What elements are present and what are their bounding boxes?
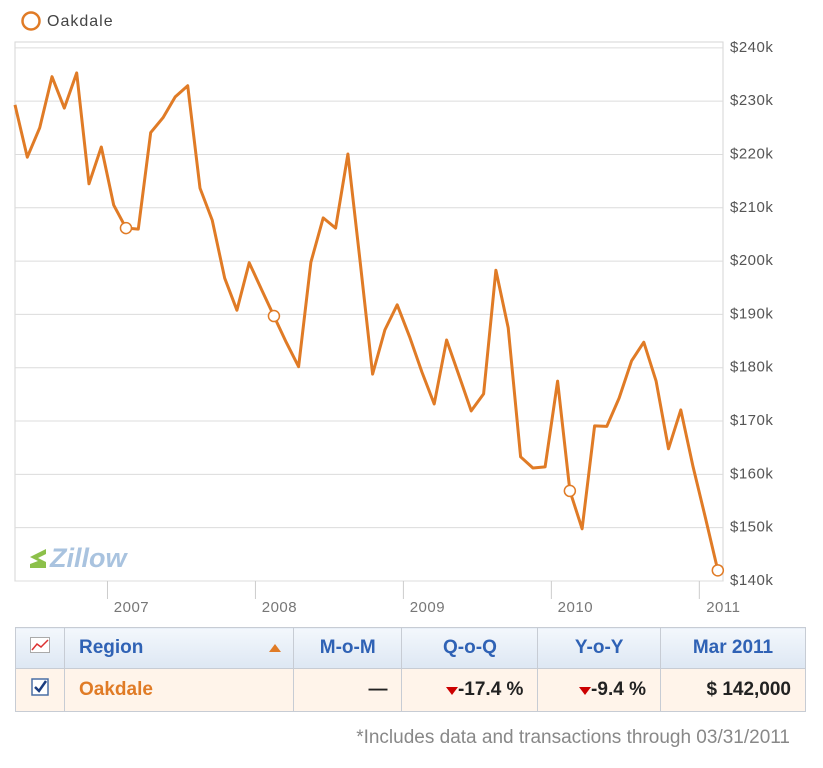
logo-text: Zillow — [49, 543, 128, 573]
header-cell[interactable]: Q-o-Q — [401, 627, 539, 669]
chart-icon — [30, 637, 50, 653]
checkbox-cell[interactable] — [15, 668, 65, 712]
y-tick-label: $240k — [730, 39, 773, 56]
y-tick-label: $160k — [730, 465, 773, 482]
header-row: Region M-o-M Q-o-Q Y-o-Y Mar 2011 — [15, 627, 807, 669]
yoy-text: -9.4 % — [591, 679, 646, 700]
point-marker — [711, 564, 725, 577]
mom-cell: — — [292, 668, 403, 712]
logo: Zillow — [30, 543, 128, 573]
x-tick-label: 2010 — [558, 599, 593, 616]
yoy-cell: -9.4 % — [537, 668, 661, 712]
y-tick-label: $210k — [730, 199, 773, 216]
y-tick-label: $170k — [730, 412, 773, 429]
chart-icon-cell — [15, 627, 65, 669]
qoq-cell: -17.4 % — [401, 668, 539, 712]
y-tick-label: $150k — [730, 519, 773, 536]
qoq-text: -17.4 % — [457, 679, 524, 700]
footnote: *Includes data and transactions through … — [356, 727, 790, 748]
header-cell[interactable]: Y-o-Y — [537, 627, 661, 669]
y-tick-label: $180k — [730, 359, 773, 376]
x-tick-label: 2009 — [410, 599, 445, 616]
y-tick-label: $200k — [730, 252, 773, 269]
down-arrow — [445, 687, 458, 695]
header-cell[interactable]: M-o-M — [292, 627, 403, 669]
sort-arrow — [269, 644, 281, 652]
x-tick-label: 2011 — [706, 599, 740, 616]
header-text: Region — [79, 637, 144, 658]
x-tick-label: 2008 — [262, 599, 297, 616]
x-tick-label: 2007 — [114, 599, 149, 616]
chart: Oakdale Zillow $140k $150k $160k $170k $180k… — [13, 11, 773, 616]
point-marker — [119, 221, 133, 235]
value-cell: $ 142,000 — [659, 668, 807, 712]
checkbox[interactable] — [31, 678, 49, 696]
y-tick-label: $140k — [730, 572, 773, 589]
legend-label: Oakdale — [47, 13, 114, 30]
point-marker — [563, 484, 577, 498]
y-tick-label: $190k — [730, 305, 773, 322]
data-row: Oakdale — -17.4 % -9.4 % $ 142,000 — [15, 668, 807, 712]
header-cell[interactable]: Region — [64, 627, 294, 669]
y-tick-label: $230k — [730, 92, 773, 109]
region-name[interactable]: Oakdale — [64, 668, 294, 712]
header-cell[interactable]: Mar 2011 — [659, 627, 807, 669]
point-marker — [267, 309, 281, 323]
logo-icon — [30, 549, 46, 568]
legend-marker — [21, 11, 41, 31]
down-arrow — [579, 687, 592, 695]
y-tick-label: $220k — [730, 145, 773, 162]
plot-area — [14, 41, 724, 582]
summary-table: Region M-o-M Q-o-Q Y-o-Y Mar 2011 Oakdal… — [15, 627, 807, 712]
